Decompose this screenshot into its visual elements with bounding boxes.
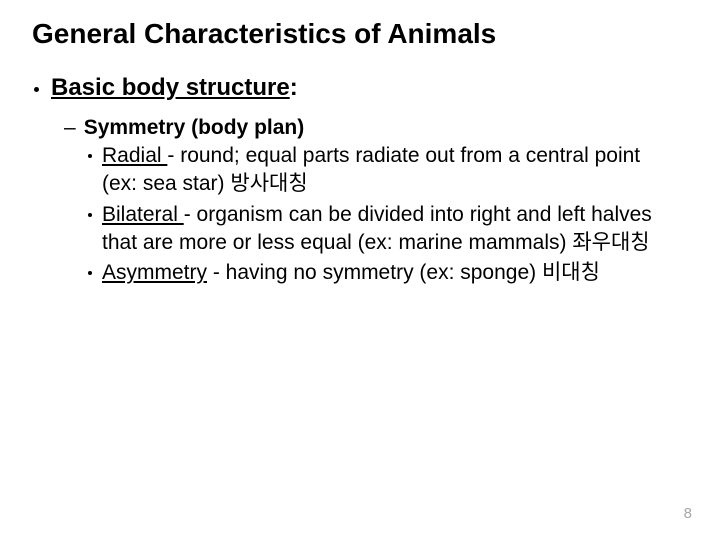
bullet-small-icon xyxy=(88,154,92,158)
level3-list: Radial - round; equal parts radiate out … xyxy=(88,142,692,288)
level3-term: Asymmetry xyxy=(102,261,207,284)
level3-item: Radial - round; equal parts radiate out … xyxy=(88,142,692,199)
level1-text-wrapper: Basic body structure: xyxy=(51,74,298,102)
slide-title: General Characteristics of Animals xyxy=(32,18,692,50)
level2-list: – Symmetry (body plan) xyxy=(64,116,692,140)
bullet-small-icon xyxy=(88,213,92,217)
level3-text: Radial - round; equal parts radiate out … xyxy=(102,142,662,199)
slide-container: General Characteristics of Animals Basic… xyxy=(0,0,720,540)
level1-suffix: : xyxy=(290,74,298,101)
level1-item: Basic body structure: xyxy=(34,74,692,102)
level3-item: Bilateral - organism can be divided into… xyxy=(88,201,692,258)
level1-list: Basic body structure: xyxy=(34,74,692,102)
level3-term: Bilateral xyxy=(102,203,184,226)
level2-text: Symmetry (body plan) xyxy=(84,116,305,140)
bullet-dash-icon: – xyxy=(64,116,76,140)
level3-text: Bilateral - organism can be divided into… xyxy=(102,201,662,258)
level3-text: Asymmetry - having no symmetry (ex: spon… xyxy=(102,259,600,287)
level3-rest: - organism can be divided into right and… xyxy=(102,203,652,254)
level3-rest: - having no symmetry (ex: sponge) 비대칭 xyxy=(207,261,600,284)
page-number: 8 xyxy=(684,505,692,522)
level3-term: Radial xyxy=(102,144,167,167)
level2-item: – Symmetry (body plan) xyxy=(64,116,692,140)
level3-item: Asymmetry - having no symmetry (ex: spon… xyxy=(88,259,692,287)
level1-text: Basic body structure xyxy=(51,74,290,101)
bullet-dot-icon xyxy=(34,87,39,92)
bullet-small-icon xyxy=(88,271,92,275)
level3-rest: - round; equal parts radiate out from a … xyxy=(102,144,640,195)
